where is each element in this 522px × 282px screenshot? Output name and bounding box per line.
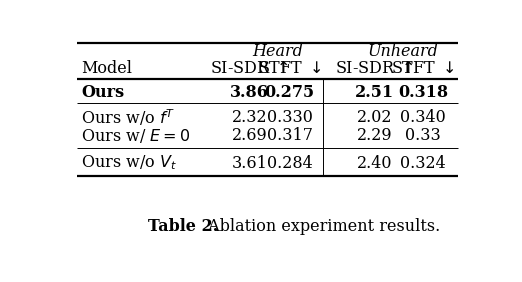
Text: SI-SDR $\uparrow$: SI-SDR $\uparrow$: [210, 60, 289, 77]
Text: 3.86: 3.86: [230, 84, 269, 101]
Text: Ours w/o $f^T$: Ours w/o $f^T$: [81, 107, 176, 128]
Text: Ours w/ $E=0$: Ours w/ $E=0$: [81, 127, 191, 145]
Text: 2.69: 2.69: [231, 127, 267, 144]
Text: 0.33: 0.33: [406, 127, 441, 144]
Text: Unheard: Unheard: [367, 43, 438, 60]
Text: Ours: Ours: [81, 84, 125, 101]
Text: Table 2.: Table 2.: [148, 217, 219, 235]
Text: Heard: Heard: [252, 43, 303, 60]
Text: SI-SDR $\uparrow$: SI-SDR $\uparrow$: [335, 60, 414, 77]
Text: 2.40: 2.40: [357, 155, 393, 171]
Text: 0.284: 0.284: [267, 155, 313, 171]
Text: 0.317: 0.317: [267, 127, 313, 144]
Text: Ablation experiment results.: Ablation experiment results.: [203, 217, 440, 235]
Text: STFT $\downarrow$: STFT $\downarrow$: [392, 60, 455, 77]
Text: 0.318: 0.318: [398, 84, 448, 101]
Text: Model: Model: [81, 60, 133, 77]
Text: Ours w/o $V_t$: Ours w/o $V_t$: [81, 154, 177, 172]
Text: 3.61: 3.61: [231, 155, 267, 171]
Text: 0.330: 0.330: [267, 109, 313, 126]
Text: 2.51: 2.51: [355, 84, 394, 101]
Text: 2.29: 2.29: [357, 127, 393, 144]
Text: 2.02: 2.02: [357, 109, 393, 126]
Text: 0.324: 0.324: [400, 155, 446, 171]
Text: 0.275: 0.275: [265, 84, 315, 101]
Text: 2.32: 2.32: [232, 109, 267, 126]
Text: STFT $\downarrow$: STFT $\downarrow$: [258, 60, 322, 77]
Text: 0.340: 0.340: [400, 109, 446, 126]
